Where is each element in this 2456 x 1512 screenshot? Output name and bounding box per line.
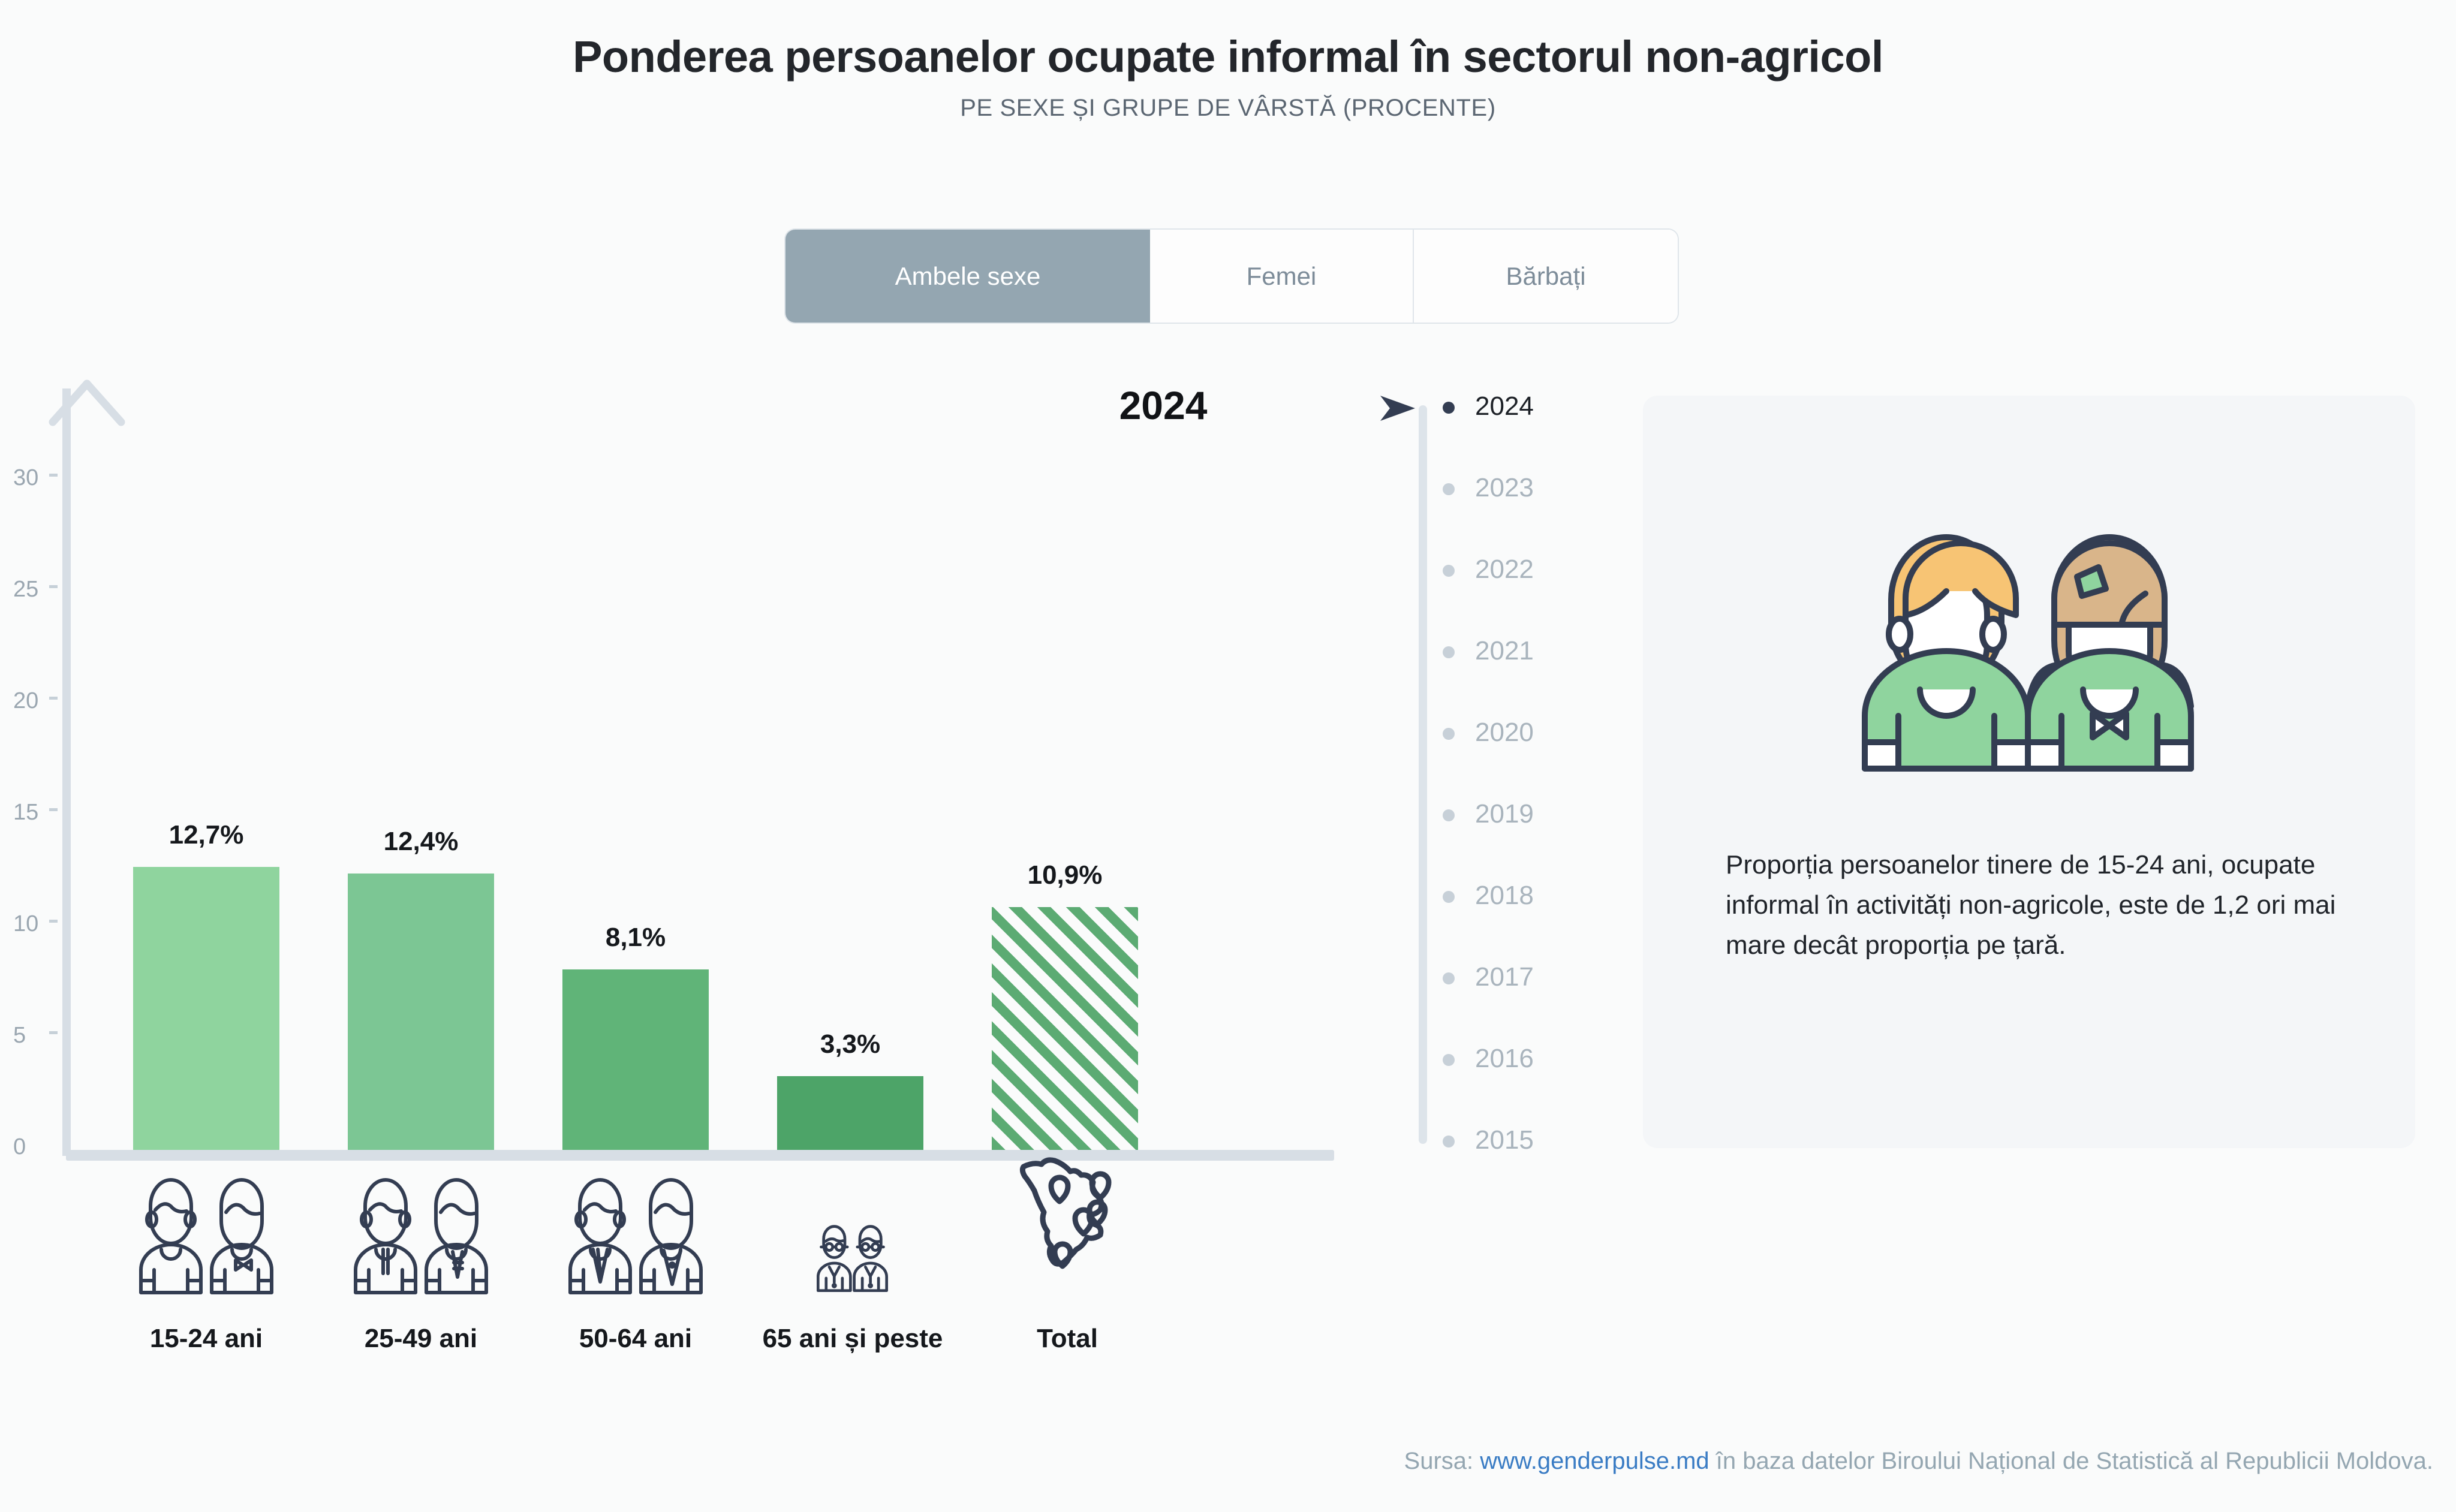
y-tick-0: 0 xyxy=(13,1134,26,1159)
timeline-dot xyxy=(1443,809,1455,821)
timeline-dot xyxy=(1443,565,1455,577)
y-tick-dash xyxy=(49,920,58,923)
tab-barbati[interactable]: Bărbați xyxy=(1414,230,1678,323)
timeline-dot xyxy=(1443,891,1455,903)
moldova-map-icon xyxy=(917,1157,1217,1295)
bar-chart: 0 5 10 15 20 25 30 12,7% 12,4% 8,1% 3,3% 10,9% xyxy=(0,378,1379,1161)
timeline-year-2024[interactable]: 2024 xyxy=(1380,390,1631,423)
timeline-year-2018[interactable]: 2018 xyxy=(1391,879,1631,912)
info-card: Proporția persoanelor tinere de 15-24 an… xyxy=(1643,396,2415,1148)
y-tick-dash xyxy=(49,585,58,589)
y-tick-30: 30 xyxy=(13,465,58,491)
timeline-year-label: 2016 xyxy=(1475,1044,1534,1073)
timeline-year-2023[interactable]: 2023 xyxy=(1391,471,1631,505)
year-timeline[interactable]: 2024 2023 2022 2021 2020 2019 2018 2017 2016 2015 xyxy=(1380,390,1631,1155)
timeline-year-label: 2024 xyxy=(1475,391,1534,421)
timeline-dot xyxy=(1443,728,1455,740)
y-tick-dash xyxy=(49,474,58,477)
bar-value-label: 8,1% xyxy=(605,922,666,952)
timeline-year-2020[interactable]: 2020 xyxy=(1391,716,1631,749)
timeline-year-2022[interactable]: 2022 xyxy=(1391,553,1631,586)
timeline-track xyxy=(1419,405,1427,1144)
y-tick-20: 20 xyxy=(13,688,58,714)
timeline-year-2017[interactable]: 2017 xyxy=(1391,960,1631,994)
bar-rect xyxy=(133,866,279,1150)
category-4: 65 ani și peste xyxy=(703,1169,1003,1354)
chart-year-label: 2024 xyxy=(1119,383,1208,427)
category-label: 50-64 ani xyxy=(579,1324,693,1353)
young-couple-icon xyxy=(56,1169,356,1295)
timeline-year-label: 2017 xyxy=(1475,962,1534,992)
timeline-year-label: 2015 xyxy=(1475,1125,1534,1155)
x-axis-baseline xyxy=(66,1150,1334,1161)
timeline-selected-arrow-icon xyxy=(1380,396,1415,421)
timeline-year-2015[interactable]: 2015 xyxy=(1391,1124,1631,1157)
tab-ambele-sexe[interactable]: Ambele sexe xyxy=(785,230,1150,323)
source-line: Sursa: www.genderpulse.md în baza datelo… xyxy=(0,1448,2433,1475)
bar-rect xyxy=(777,1076,923,1150)
timeline-dot xyxy=(1443,1054,1455,1066)
bar-rect xyxy=(992,906,1138,1150)
timeline-year-label: 2019 xyxy=(1475,799,1534,829)
page-title: Ponderea persoanelor ocupate informal în… xyxy=(573,32,1883,82)
timeline-dot xyxy=(1443,402,1455,414)
bar-rect xyxy=(348,873,494,1150)
bar-value-label: 3,3% xyxy=(820,1029,881,1059)
timeline-year-label: 2023 xyxy=(1475,473,1534,502)
bar-1[interactable]: 12,7% xyxy=(133,820,279,1150)
tab-femei[interactable]: Femei xyxy=(1150,230,1414,323)
bar-rect xyxy=(562,969,709,1150)
category-label: Total xyxy=(1037,1324,1098,1353)
y-tick-25: 25 xyxy=(13,577,58,603)
elderly-couple-icon xyxy=(703,1169,1003,1295)
category-label: 65 ani și peste xyxy=(762,1324,943,1353)
category-1: 15-24 ani xyxy=(56,1169,356,1354)
mature-couple-icon xyxy=(486,1169,785,1295)
card-illustration xyxy=(1643,522,2415,773)
timeline-year-label: 2021 xyxy=(1475,636,1534,665)
source-suffix: în baza datelor Biroului Național de Sta… xyxy=(1709,1448,2433,1474)
source-link[interactable]: www.genderpulse.md xyxy=(1480,1448,1709,1474)
y-tick-dash xyxy=(49,1031,58,1035)
category-3: 50-64 ani xyxy=(486,1169,785,1354)
y-tick-dash xyxy=(49,808,58,812)
category-5: Total xyxy=(917,1157,1217,1354)
timeline-year-label: 2020 xyxy=(1475,718,1534,747)
timeline-year-2021[interactable]: 2021 xyxy=(1391,634,1631,668)
page-subtitle: PE SEXE ȘI GRUPE DE VÂRSTĂ (PROCENTE) xyxy=(960,95,1496,121)
y-tick-15: 15 xyxy=(13,800,58,826)
bar-value-label: 12,7% xyxy=(168,820,244,850)
timeline-year-label: 2022 xyxy=(1475,555,1534,584)
category-2: 25-49 ani xyxy=(271,1169,571,1354)
source-prefix: Sursa: xyxy=(1404,1448,1480,1474)
timeline-dot xyxy=(1443,646,1455,658)
y-axis-line xyxy=(62,388,71,1156)
adult-couple-icon xyxy=(271,1169,571,1295)
x-axis-categories: 15-24 ani 25-49 ani 50-64 ani xyxy=(0,1157,1379,1421)
timeline-dot xyxy=(1443,972,1455,984)
card-text: Proporția persoanelor tinere de 15-24 an… xyxy=(1726,850,2336,960)
y-tick-5: 5 xyxy=(13,1023,58,1049)
category-label: 15-24 ani xyxy=(149,1324,263,1353)
bar-3[interactable]: 8,1% xyxy=(562,923,709,1150)
sex-filter-tabs[interactable]: Ambele sexe Femei Bărbați xyxy=(785,230,1678,323)
bar-value-label: 12,4% xyxy=(383,826,459,856)
timeline-dot xyxy=(1443,1135,1455,1147)
timeline-dot xyxy=(1443,483,1455,495)
y-tick-dash xyxy=(49,697,58,700)
bar-4[interactable]: 3,3% xyxy=(777,1029,923,1150)
boy-and-girl-avatars-icon xyxy=(1862,534,2194,772)
bar-2[interactable]: 12,4% xyxy=(348,827,494,1150)
category-label: 25-49 ani xyxy=(364,1324,478,1353)
bar-value-label: 10,9% xyxy=(1027,860,1103,890)
bar-5[interactable]: 10,9% xyxy=(992,860,1138,1150)
timeline-year-2019[interactable]: 2019 xyxy=(1391,797,1631,831)
timeline-year-2016[interactable]: 2016 xyxy=(1391,1042,1631,1076)
bar-group: 12,7% 12,4% 8,1% 3,3% 10,9% xyxy=(0,378,1379,1157)
y-tick-10: 10 xyxy=(13,911,58,937)
timeline-year-label: 2018 xyxy=(1475,881,1534,910)
